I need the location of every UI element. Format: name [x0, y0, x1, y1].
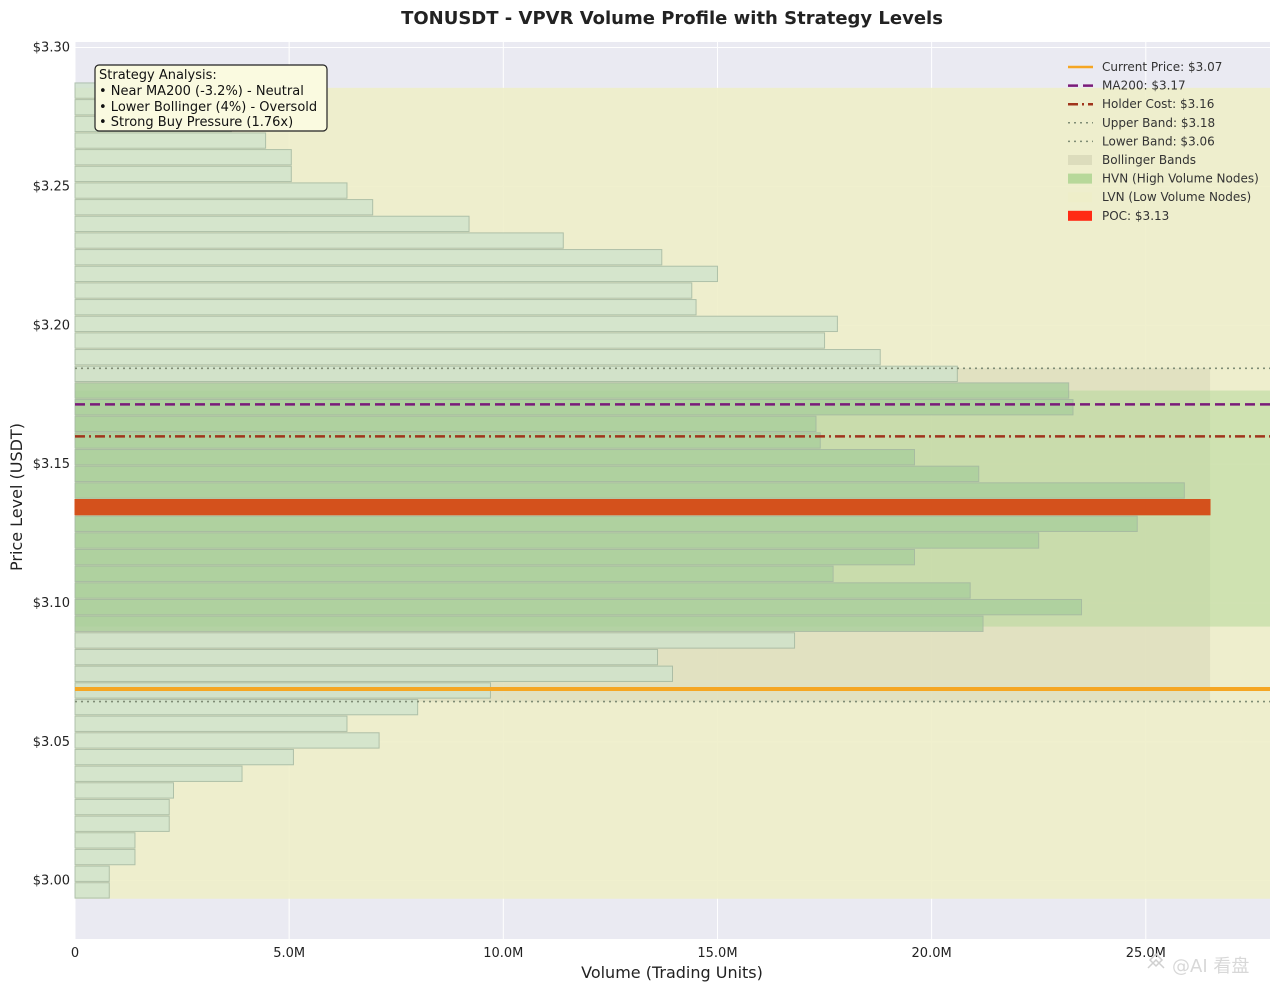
- volume-bar: [74, 648, 659, 666]
- legend-item: HVN (High Volume Nodes): [1068, 172, 1259, 186]
- volume-bar: [74, 765, 243, 782]
- legend-label: Current Price: $3.07: [1102, 60, 1222, 74]
- legend-item: Upper Band: $3.18: [1068, 116, 1215, 130]
- volume-bar: [74, 149, 292, 166]
- volume-bar: [74, 415, 817, 433]
- legend-label: MA200: $3.17: [1102, 79, 1186, 93]
- legend-item: POC: $3.13: [1068, 209, 1169, 223]
- volume-bar: [74, 665, 673, 682]
- y-tick-label: $3.10: [33, 596, 70, 611]
- legend-item: LVN (Low Volume Nodes): [1068, 190, 1251, 204]
- y-axis-label: Price Level (USDT): [7, 423, 26, 571]
- volume-bars: [74, 82, 1211, 899]
- volume-bar: [74, 365, 958, 383]
- volume-bar: [74, 299, 697, 316]
- x-tick-label: 25.0M: [1126, 946, 1166, 961]
- volume-bar: [74, 182, 348, 199]
- volume-bar: [74, 882, 110, 899]
- legend-label: LVN (Low Volume Nodes): [1102, 190, 1251, 204]
- volume-bar: [74, 615, 984, 632]
- legend-item: Lower Band: $3.06: [1068, 134, 1215, 148]
- x-axis-ticks: 0 5.0M 10.0M 15.0M 20.0M 25.0M: [71, 946, 1166, 961]
- legend-label: HVN (High Volume Nodes): [1102, 172, 1259, 186]
- y-tick-label: $3.30: [33, 41, 70, 56]
- annotation-line: Strategy Analysis:: [99, 68, 217, 83]
- volume-bar: [74, 732, 380, 749]
- volume-bar: [74, 698, 419, 716]
- legend-label: POC: $3.13: [1102, 209, 1169, 223]
- legend-label: Bollinger Bands: [1102, 153, 1196, 167]
- x-tick-label: 15.0M: [697, 946, 737, 961]
- legend-label: Holder Cost: $3.16: [1102, 97, 1214, 111]
- y-tick-label: $3.25: [33, 179, 70, 194]
- legend-swatch-patch: [1068, 192, 1092, 203]
- volume-bar: [74, 382, 1070, 399]
- volume-bar: [74, 482, 1185, 499]
- legend-swatch-patch: [1068, 155, 1092, 165]
- volume-bar: [74, 199, 374, 216]
- annotation-line: • Strong Buy Pressure (1.76x): [99, 115, 293, 130]
- volume-bar: [74, 748, 294, 766]
- legend-label: Lower Band: $3.06: [1102, 134, 1215, 148]
- watermark-text: @AI 看盘: [1172, 956, 1249, 977]
- chart-title: TONUSDT - VPVR Volume Profile with Strat…: [401, 8, 943, 29]
- legend-item: Current Price: $3.07: [1068, 60, 1222, 74]
- volume-bar: [74, 265, 718, 283]
- volume-bar: [74, 232, 564, 249]
- strategy-annotation: Strategy Analysis: • Near MA200 (-3.2%) …: [94, 64, 328, 132]
- volume-bar: [74, 865, 110, 882]
- annotation-box: [94, 64, 328, 132]
- volume-bar: [74, 565, 834, 582]
- y-tick-label: $3.15: [33, 457, 70, 472]
- volume-bar: [74, 798, 170, 816]
- volume-bar: [74, 815, 170, 832]
- volume-bar: [74, 582, 971, 599]
- strategy-levels: [75, 367, 1270, 703]
- y-tick-label: $3.20: [33, 318, 70, 333]
- volume-bar: [74, 632, 796, 649]
- x-tick-label: 0: [71, 946, 79, 961]
- volume-bar: [74, 848, 136, 866]
- legend-item: Bollinger Bands: [1068, 153, 1196, 167]
- volume-bar: [74, 332, 826, 349]
- y-tick-label: $3.05: [33, 735, 70, 750]
- volume-bar: [74, 832, 136, 849]
- volume-bar: [74, 399, 1074, 416]
- watermark-logo-icon: [1147, 952, 1165, 969]
- volume-bar: [74, 782, 175, 799]
- x-tick-label: 5.0M: [273, 946, 305, 961]
- legend-label: Upper Band: $3.18: [1102, 116, 1215, 130]
- y-tick-label: $3.00: [33, 874, 70, 889]
- watermark: @AI 看盘: [1147, 952, 1249, 977]
- x-tick-label: 10.0M: [483, 946, 523, 961]
- volume-bar: [74, 449, 915, 466]
- volume-bar: [74, 315, 838, 333]
- volume-bar: [74, 349, 881, 366]
- annotation-line: • Near MA200 (-3.2%) - Neutral: [99, 84, 304, 99]
- y-axis-ticks: $3.00 $3.05 $3.10 $3.15 $3.20 $3.25 $3.30: [33, 41, 70, 889]
- x-axis-label: Volume (Trading Units): [581, 963, 763, 982]
- volume-bar: [74, 532, 1040, 549]
- volume-bar: [74, 132, 267, 149]
- annotation-line: • Lower Bollinger (4%) - Oversold: [99, 100, 317, 115]
- legend-item: MA200: $3.17: [1068, 79, 1186, 93]
- volume-bar: [74, 715, 348, 732]
- volume-bar: [74, 282, 693, 299]
- legend-swatch-patch: [1068, 210, 1092, 221]
- legend-swatch-patch: [1068, 173, 1092, 184]
- legend-item: Holder Cost: $3.16: [1068, 97, 1214, 111]
- x-tick-label: 20.0M: [912, 946, 952, 961]
- volume-bar: [74, 432, 821, 449]
- legend: Current Price: $3.07 MA200: $3.17 Holder C…: [1068, 60, 1259, 223]
- volume-bar: [74, 598, 1083, 616]
- poc-bar: [74, 498, 1211, 516]
- volume-bar: [74, 465, 980, 483]
- volume-bar: [74, 215, 470, 233]
- volume-bar: [74, 165, 292, 183]
- volume-bar: [74, 548, 915, 566]
- volume-bar: [74, 515, 1138, 532]
- volume-bar: [74, 249, 663, 266]
